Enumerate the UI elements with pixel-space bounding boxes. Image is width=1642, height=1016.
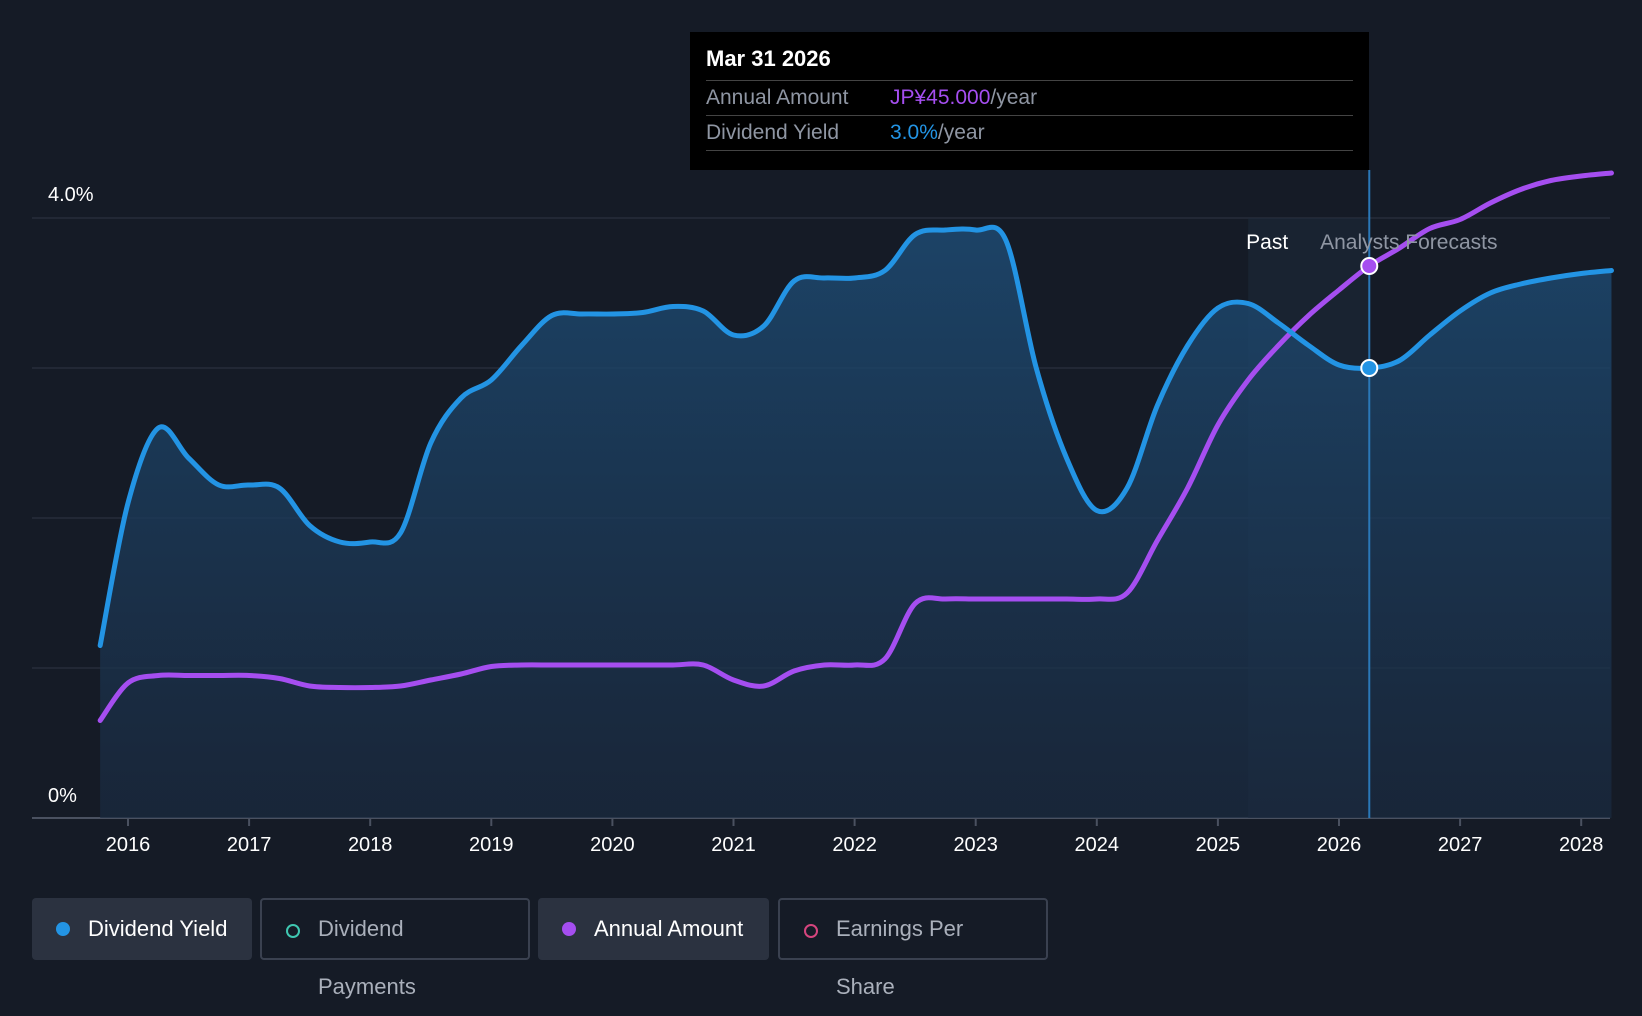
legend-earnings-per-share[interactable]: Earnings Per Share	[778, 898, 1048, 999]
x-tick-label: 2028	[1559, 834, 1604, 856]
x-tick-label: 2021	[711, 834, 756, 856]
legend-dividend-yield[interactable]: Dividend Yield	[32, 898, 252, 960]
tooltip-annual-unit: /year	[990, 86, 1038, 109]
past-label: Past	[1246, 231, 1288, 254]
legend-earnings-per-share-dot	[804, 924, 818, 938]
forecast-label: Analysts Forecasts	[1320, 231, 1497, 254]
x-tick-label: 2026	[1317, 834, 1362, 856]
tooltip: Mar 31 2026 Annual Amount JP¥45.000/year…	[690, 32, 1369, 170]
tooltip-yield-value-wrap: 3.0%/year	[890, 116, 985, 150]
x-tick-label: 2017	[227, 834, 272, 856]
annual-amount-marker[interactable]	[1360, 257, 1379, 275]
x-tick-label: 2018	[348, 834, 393, 856]
tooltip-yield-value: 3.0%	[890, 121, 938, 144]
x-tick-label: 2027	[1438, 834, 1483, 856]
y-tick-label-top: 4.0%	[48, 184, 94, 206]
legend-dividend-yield-dot	[56, 922, 70, 936]
legend-dividend-payments-label: Dividend Payments	[318, 916, 416, 999]
tooltip-annual-value: JP¥45.000	[890, 86, 991, 109]
tooltip-annual-row: Annual Amount JP¥45.000/year	[706, 81, 1353, 116]
dividend-yield-line	[97, 224, 1614, 648]
legend-earnings-per-share-label: Earnings Per Share	[836, 916, 964, 999]
tooltip-yield-label: Dividend Yield	[706, 121, 840, 144]
legend-dividend-yield-label: Dividend Yield	[88, 916, 228, 941]
tooltip-annual-label: Annual Amount	[706, 86, 849, 109]
dividend-yield-area	[100, 227, 1612, 819]
tooltip-date: Mar 31 2026	[706, 46, 1353, 81]
dividend-yield-marker[interactable]	[1360, 359, 1379, 377]
x-tick-label: 2016	[106, 834, 151, 856]
annual-amount-line	[97, 170, 1614, 723]
x-tick-label: 2019	[469, 834, 514, 856]
tooltip-annual-value-wrap: JP¥45.000/year	[890, 81, 1037, 115]
tooltip-yield-unit: /year	[937, 121, 985, 144]
dividend-chart: Past Analysts Forecasts 4.0% 0% 2016 2017…	[32, 170, 1614, 856]
tooltip-yield-row: Dividend Yield 3.0%/year	[706, 116, 1353, 151]
x-tick-label: 2024	[1075, 834, 1120, 856]
legend-annual-amount-dot	[562, 922, 576, 936]
x-tick-label: 2020	[590, 834, 635, 856]
x-tick-label: 2022	[832, 834, 877, 856]
y-tick-label-bottom: 0%	[48, 785, 77, 807]
legend-dividend-payments[interactable]: Dividend Payments	[260, 898, 530, 999]
x-tick-label: 2023	[953, 834, 998, 856]
x-tick-label: 2025	[1196, 834, 1241, 856]
legend-annual-amount-label: Annual Amount	[594, 916, 744, 941]
legend-annual-amount[interactable]: Annual Amount	[538, 898, 769, 960]
legend-dividend-payments-dot	[286, 924, 300, 938]
